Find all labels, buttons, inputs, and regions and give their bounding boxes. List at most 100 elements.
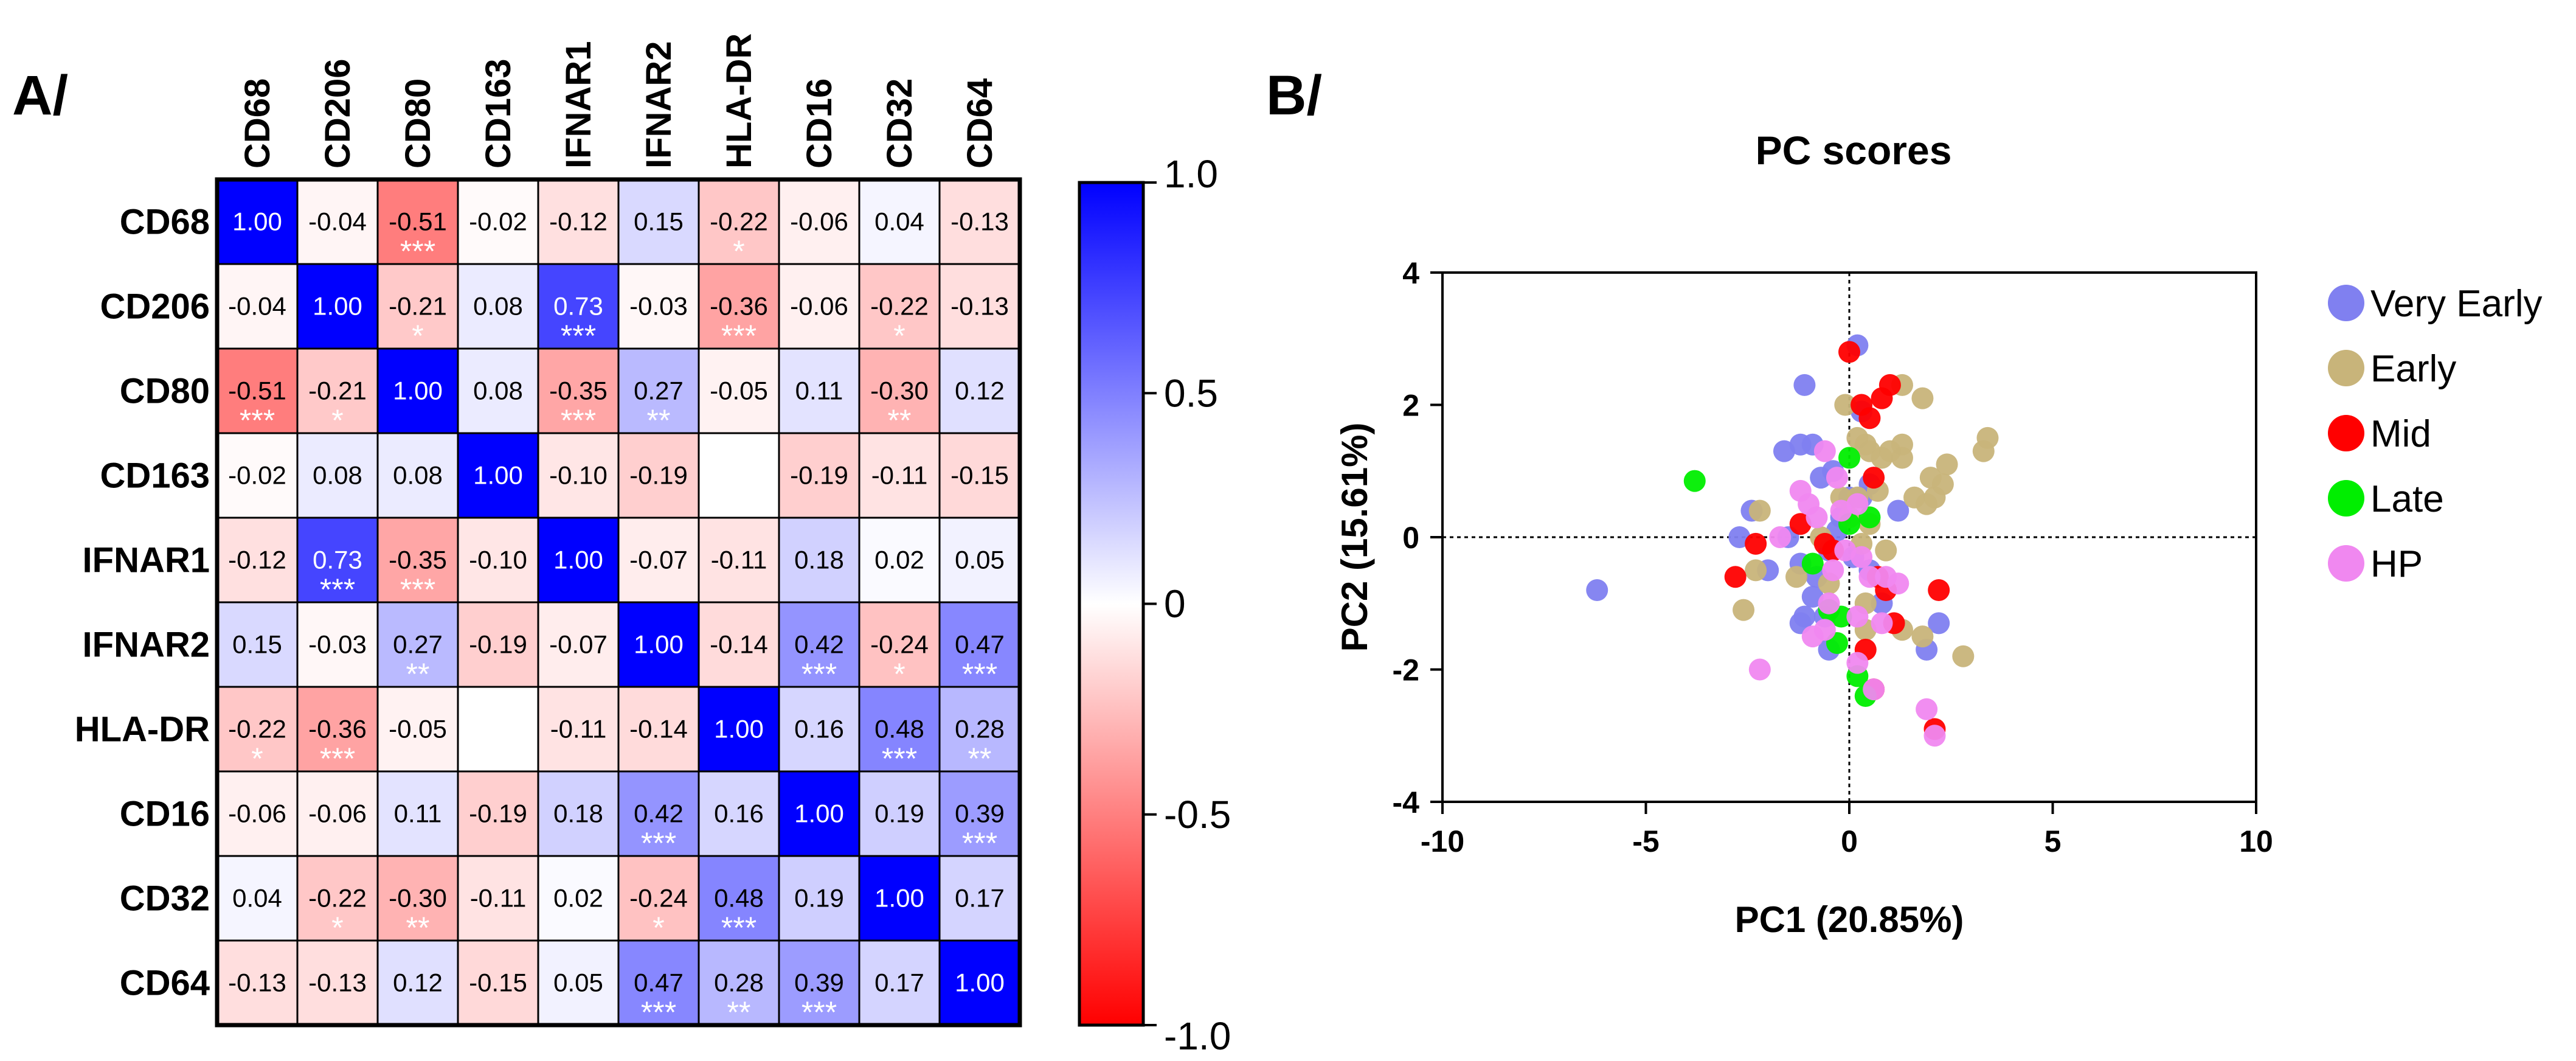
heatmap-cell	[938, 939, 1021, 1026]
heatmap-cell-value: 0.42	[634, 799, 684, 828]
heatmap-cell	[778, 263, 860, 350]
legend-marker-late	[2328, 480, 2364, 517]
heatmap-cell-value: 0.16	[794, 715, 844, 743]
heatmap-cell-value: -0.51	[228, 377, 286, 405]
column-label-cd68: CD68	[238, 78, 277, 169]
heatmap-cell-value: -0.05	[389, 715, 447, 743]
heatmap-cell-value: -0.36	[308, 715, 367, 743]
heatmap-cell	[698, 855, 780, 942]
heatmap-cell-value: 1.00	[473, 461, 523, 490]
significance-stars: ***	[400, 234, 435, 268]
heatmap-cell-value: 1.00	[714, 715, 764, 743]
significance-stars: *	[412, 319, 423, 353]
heatmap-cell-value: 0.48	[714, 884, 764, 913]
heatmap-cell-value: -0.11	[550, 715, 607, 743]
point-early	[1748, 499, 1771, 522]
heatmap-cell	[457, 939, 539, 1026]
colorbar-tick-label: -1.0	[1164, 1014, 1231, 1058]
heatmap-cell-value: 0.11	[394, 799, 442, 828]
heatmap-cell	[617, 855, 700, 942]
point-hp	[1818, 592, 1840, 614]
significance-stars: *	[733, 234, 744, 268]
heatmap-cell-value: -0.06	[308, 799, 367, 828]
point-hp	[1846, 605, 1869, 628]
column-label-cd163: CD163	[479, 58, 518, 169]
heatmap-cell-value: 0.19	[874, 799, 924, 828]
heatmap-cell-value: -0.05	[710, 377, 768, 405]
heatmap-cell-value: 0.08	[393, 461, 443, 490]
heatmap-cell-value: -0.03	[629, 292, 688, 321]
significance-stars: ***	[240, 403, 275, 437]
colorbar-tick-label: 0.5	[1164, 371, 1218, 415]
point-hp	[1813, 440, 1836, 462]
heatmap-cell	[216, 347, 299, 434]
heatmap-cell-value: 0.08	[313, 461, 362, 490]
row-label-hla-dr: HLA-DR	[75, 710, 210, 750]
point-early	[1733, 599, 1755, 621]
heatmap-cell	[778, 686, 860, 773]
scatter-legend: Very Early Early Mid Late HP	[2328, 283, 2543, 585]
heatmap-cell-value: -0.13	[308, 969, 367, 997]
heatmap-cell	[537, 939, 620, 1026]
heatmap-cell	[457, 517, 539, 604]
colorbar-tick-label: -0.5	[1164, 793, 1231, 837]
heatmap-cell-value: -0.02	[228, 461, 286, 490]
heatmap-cell-value: 0.16	[714, 799, 764, 828]
heatmap-cell	[296, 432, 379, 519]
point-hp	[1858, 566, 1881, 588]
heatmap-cell-value: -0.07	[629, 546, 688, 574]
point-mid	[1724, 566, 1747, 588]
heatmap-cell	[296, 178, 379, 265]
heatmap-cell-value: -0.22	[228, 715, 286, 743]
heatmap-cell-value: -0.19	[629, 461, 688, 490]
heatmap-cell-value: -0.19	[469, 630, 527, 659]
heatmap-cell	[617, 263, 700, 350]
heatmap-cell-value: -0.11	[871, 461, 928, 490]
significance-stars: *	[893, 319, 905, 353]
heatmap-cell	[778, 939, 860, 1026]
significance-stars: ***	[320, 742, 355, 776]
heatmap-cell-value: 0.02	[553, 884, 603, 913]
heatmap-cell	[376, 432, 459, 519]
row-label-ifnar1: IFNAR1	[83, 541, 210, 580]
heatmap-cell-value: -0.30	[870, 377, 929, 405]
point-hp	[1748, 658, 1771, 681]
heatmap-cell	[537, 263, 620, 350]
heatmap-cell-value: -0.13	[950, 207, 1009, 236]
panel-b: B/ PC scores -10 -5 0 5 10 4 2 0 -2 -4 PC1 (20.8…	[1266, 64, 2543, 940]
heatmap-cell-value: 0.39	[794, 969, 844, 997]
heatmap-cell-value: -0.03	[308, 630, 367, 659]
heatmap-cell-value: -0.06	[228, 799, 286, 828]
heatmap-cell	[457, 601, 539, 688]
point-hp	[1851, 546, 1873, 568]
significance-stars: ***	[400, 572, 435, 607]
heatmap-cell	[376, 347, 459, 434]
column-label-cd80: CD80	[398, 78, 438, 169]
heatmap-cell-value: 0.28	[714, 969, 764, 997]
significance-stars: *	[331, 911, 343, 945]
heatmap-cell-value: -0.19	[469, 799, 527, 828]
heatmap-cell	[296, 686, 379, 773]
heatmap-cell-value: -0.15	[950, 461, 1009, 490]
heatmap-cell-value: 0.73	[313, 546, 362, 574]
point-early	[1785, 566, 1808, 588]
point-early	[1875, 539, 1897, 562]
column-label-cd64: CD64	[960, 78, 1000, 169]
heatmap-cell-value: 1.00	[232, 207, 282, 236]
heatmap-cell	[216, 432, 299, 519]
heatmap-cell	[296, 855, 379, 942]
heatmap-cell	[296, 263, 379, 350]
colorbar: 1.0 0.5 0 -0.5 -1.0	[1078, 152, 1231, 1058]
heatmap-cell-value: -0.19	[790, 461, 848, 490]
panel-label-b: B/	[1266, 64, 1322, 127]
significance-stars: *	[251, 742, 263, 776]
heatmap-cell	[617, 601, 700, 688]
heatmap-border	[215, 177, 1022, 1028]
heatmap-cell-value: 0.05	[955, 546, 1005, 574]
heatmap-cell	[698, 517, 780, 604]
panel-a: A/ CD68 CD206 CD80 CD163 IFNAR1 IFNAR2 HLA-DR C…	[12, 33, 1231, 1058]
point-mid	[1928, 579, 1950, 601]
point-very-early	[1586, 579, 1608, 601]
column-label-ifnar1: IFNAR1	[559, 41, 598, 169]
significance-stars: ***	[561, 319, 596, 353]
